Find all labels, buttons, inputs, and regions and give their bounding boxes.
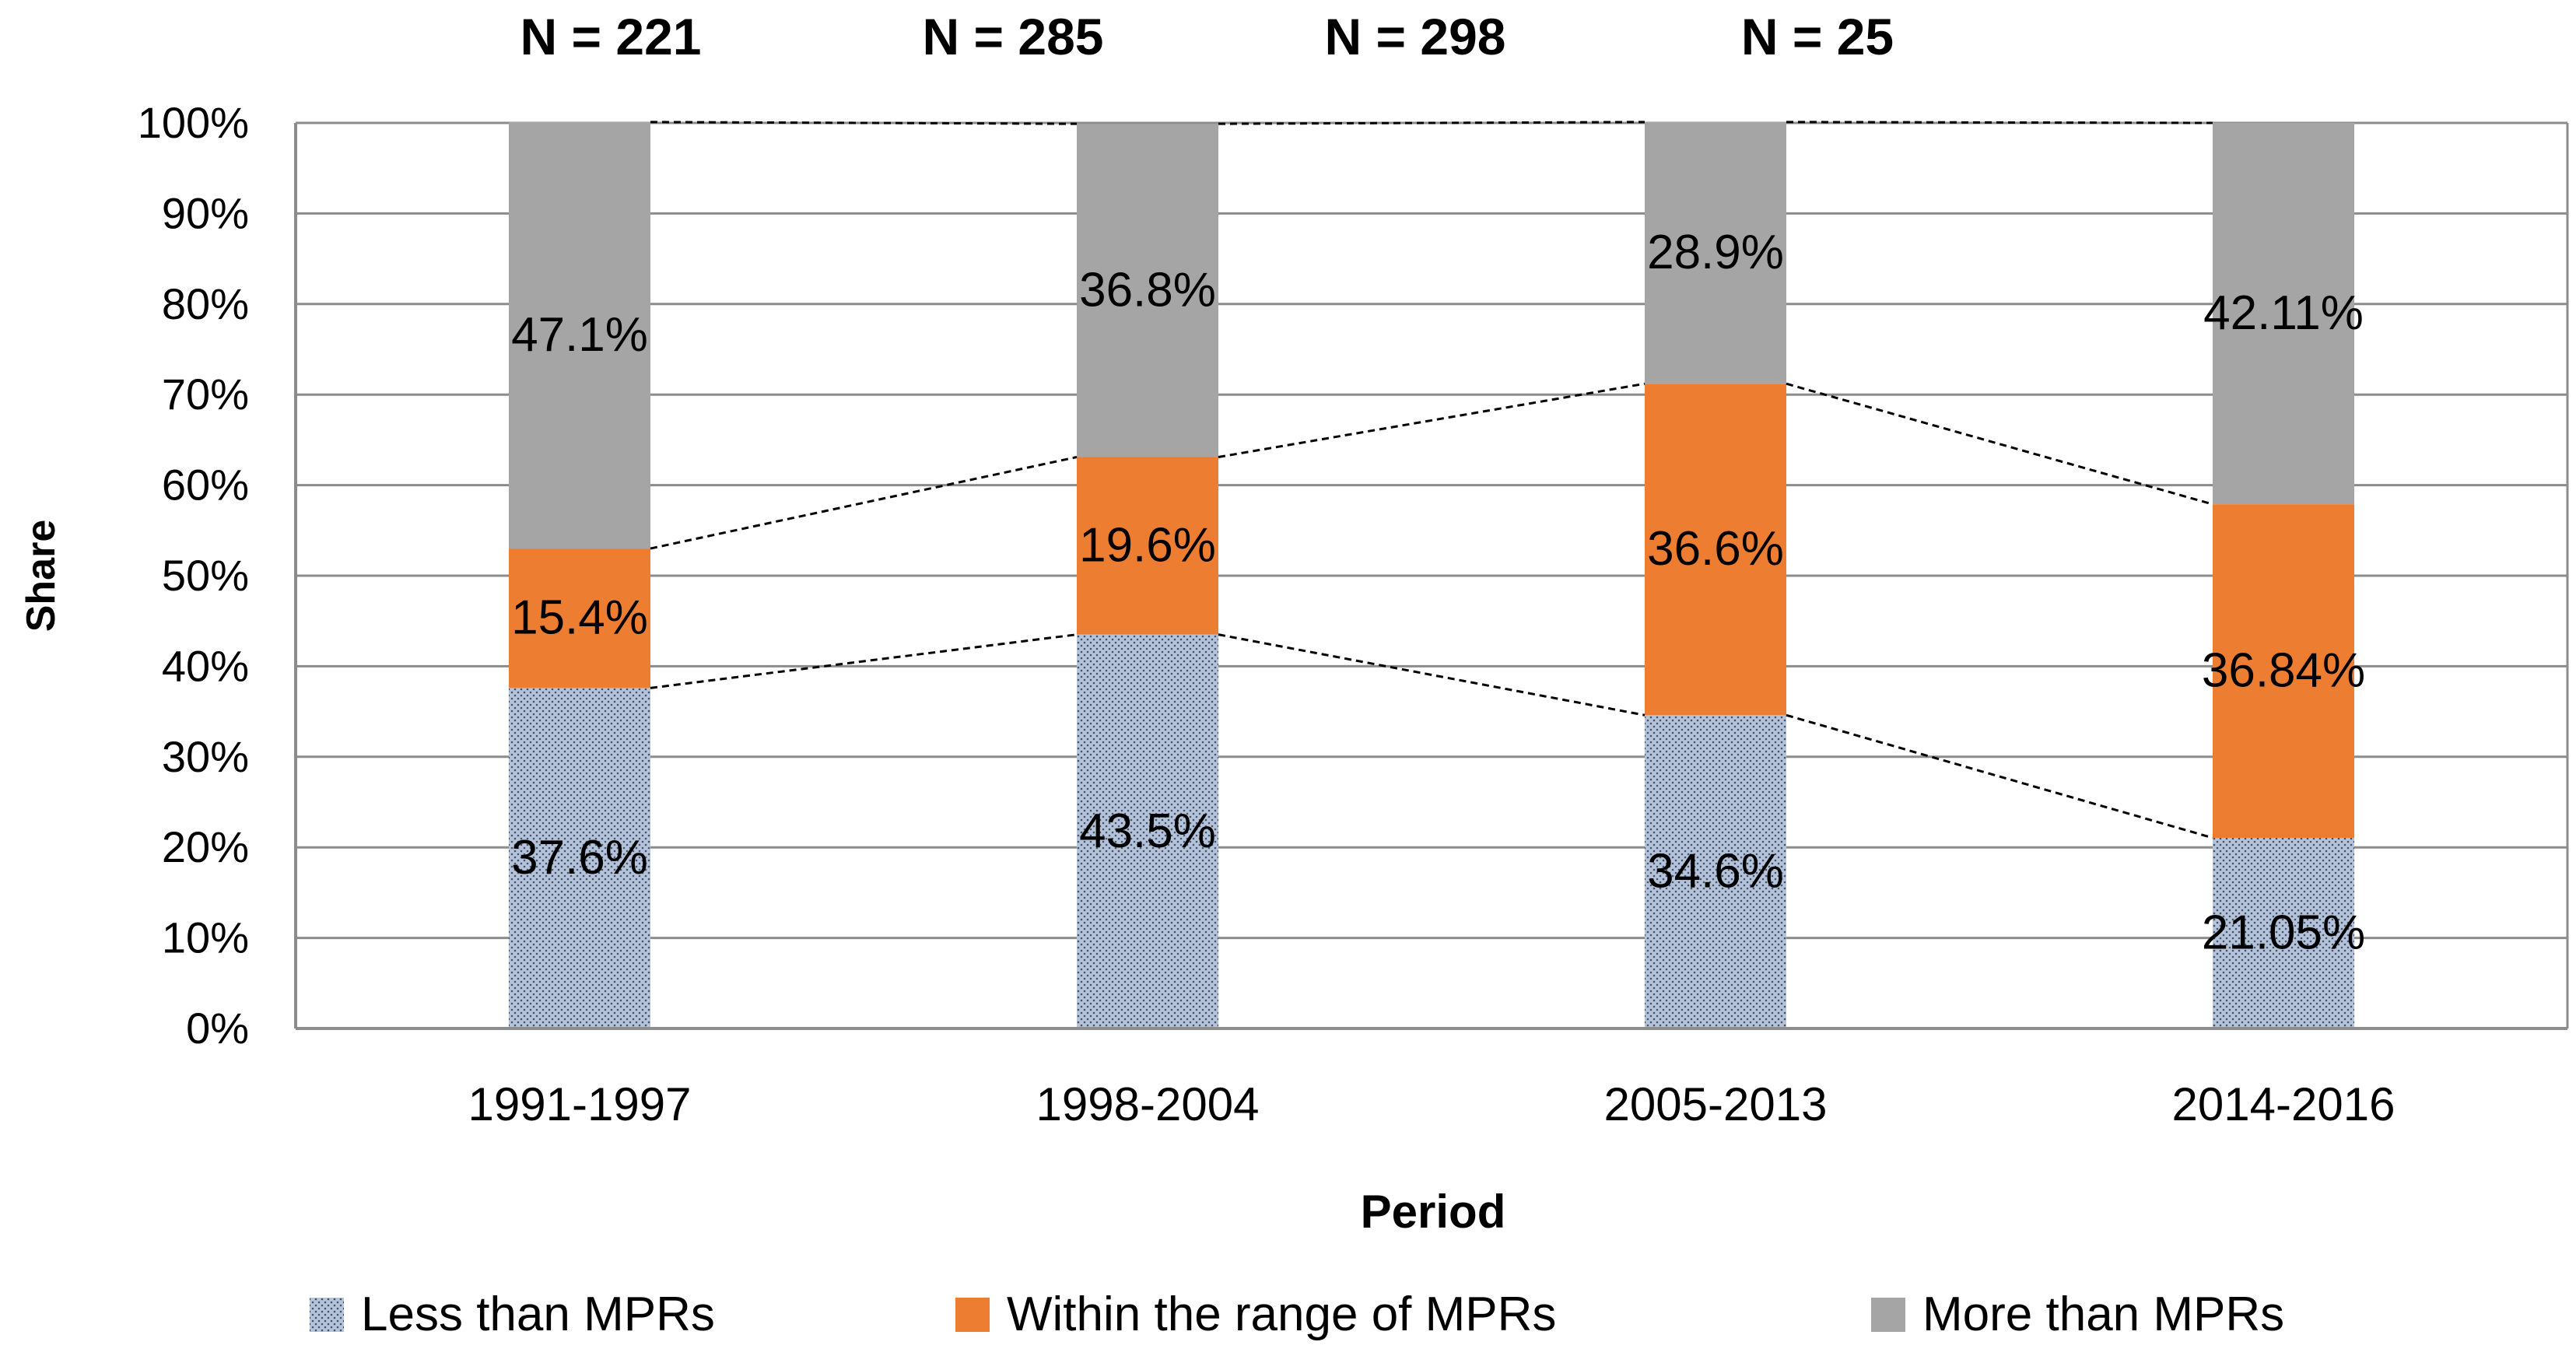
series-connector-line (1786, 121, 2213, 124)
y-tick-label: 20% (162, 822, 249, 871)
bar-segment (1077, 457, 1218, 635)
bar-segment (509, 688, 650, 1028)
series-connector-line (650, 121, 1078, 125)
y-tick-label: 40% (162, 641, 249, 690)
series-connector-line (1218, 382, 1645, 458)
legend-label: Less than MPRs (361, 1288, 715, 1341)
series-connector-line (650, 456, 1078, 550)
x-tick-label: 2005-2013 (1604, 1078, 1828, 1130)
y-tick-label: 10% (162, 913, 249, 962)
series-connector-lines (650, 121, 2213, 839)
y-axis-title: Share (19, 520, 64, 632)
legend-swatch (310, 1298, 344, 1332)
bar-segment (1645, 121, 1786, 384)
legend-label: Within the range of MPRs (1007, 1288, 1556, 1341)
y-tick-label: 60% (162, 461, 249, 510)
y-tick-label: 90% (162, 188, 249, 237)
series-connector-line (650, 633, 1078, 689)
sample-size-label: N = 298 (1325, 8, 1506, 65)
x-tick-label: 2014-2016 (2172, 1078, 2396, 1130)
bar-segment (1645, 715, 1786, 1028)
bar-segment (2213, 123, 2354, 505)
bars (509, 121, 2354, 1028)
data-label: 43.5% (1079, 804, 1216, 858)
data-label: 15.4% (511, 591, 648, 645)
data-labels: 37.6% 15.4% 47.1% 43.5% 19.6% 36.8% 34.6% 36.6%… (511, 8, 2365, 959)
y-tick-label: 30% (162, 732, 249, 781)
series-connector-line (1786, 713, 2213, 839)
y-tick-label: 80% (162, 279, 249, 328)
x-tick-label: 1991-1997 (468, 1078, 692, 1130)
data-label: 19.6% (1079, 519, 1216, 573)
data-label: 36.6% (1647, 522, 1784, 576)
y-tick-label: 70% (162, 370, 249, 419)
data-label: 47.1% (511, 308, 648, 362)
data-label: 42.11% (2203, 286, 2364, 340)
x-tick-label: 1998-2004 (1036, 1078, 1260, 1130)
bar-segment (1645, 384, 1786, 716)
sample-size-label: N = 221 (520, 8, 702, 65)
series-connector-line (1218, 633, 1645, 717)
y-tick-label: 50% (162, 551, 249, 600)
bar-segment (509, 121, 650, 549)
legend: Less than MPRs Within the range of MPRs Mo… (310, 1288, 2284, 1341)
data-label: 36.84% (2202, 644, 2365, 698)
sample-size-label: N = 285 (923, 8, 1104, 65)
bar-segment (1077, 124, 1218, 457)
series-connector-line (1218, 121, 1645, 125)
legend-swatch (955, 1298, 990, 1332)
data-label: 37.6% (511, 831, 648, 885)
series-connector-line (1786, 382, 2213, 506)
data-label: 36.8% (1079, 263, 1216, 317)
x-axis-title: Period (1361, 1186, 1506, 1238)
data-label: 34.6% (1647, 845, 1784, 899)
bar-segment (509, 548, 650, 689)
data-label: 28.9% (1647, 226, 1784, 279)
axes: 0% 10% 20% 30% 40% 50% 60% 70% 80% 90% 100% 1991-19… (138, 98, 2569, 1130)
sample-size-label: N = 25 (1741, 8, 1894, 65)
legend-swatch (1871, 1298, 1905, 1332)
data-label: 21.05% (2202, 906, 2365, 959)
legend-label: More than MPRs (1922, 1288, 2284, 1341)
bar-segment (1077, 634, 1218, 1028)
y-tick-label: 100% (138, 98, 249, 147)
bar-segment (2213, 837, 2354, 1028)
bar-segment (2213, 504, 2354, 838)
y-tick-label: 0% (186, 1004, 249, 1053)
